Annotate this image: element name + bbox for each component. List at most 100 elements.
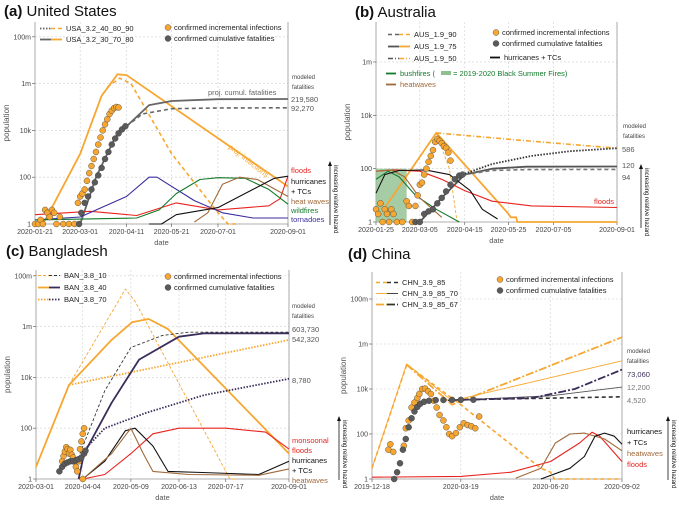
arrow-head-icon	[337, 416, 341, 421]
legend-label: heatwaves	[400, 80, 436, 89]
markers-confirmed-incremental-infections	[31, 103, 122, 228]
y-tick-label: 100m	[13, 34, 31, 41]
x-tick-label: 2020-03-01	[62, 229, 98, 236]
annotation-increasing-relative-hazard: increasing relative hazard	[332, 165, 338, 233]
annotation-fatalities: fatalities	[623, 134, 645, 140]
data-point	[434, 200, 441, 207]
x-tick-label: 2020-06-20	[533, 484, 569, 491]
y-tick-label: 10k	[21, 375, 33, 382]
data-point	[423, 165, 430, 172]
data-point	[97, 134, 104, 141]
legend-label: AUS_1.9_50	[414, 54, 457, 63]
x-tick-label: 2020-09-01	[271, 484, 307, 491]
series-line-floods	[375, 169, 618, 209]
data-point	[399, 446, 407, 453]
data-point	[65, 220, 73, 228]
data-point	[75, 220, 83, 228]
series-line-ban-3-8-70-projected-fatalities	[82, 377, 290, 453]
x-axis-label: date	[490, 493, 505, 500]
data-point	[95, 141, 102, 148]
panel-label: (c)	[6, 243, 24, 260]
annotation-fatalities: fatalities	[292, 85, 314, 91]
x-tick-label: 2020-01-21	[17, 229, 53, 236]
x-tick-label: 2020-04-11	[109, 229, 144, 236]
series-line-heatwaves	[82, 427, 290, 480]
panel-title-text: United States	[27, 3, 117, 20]
annotation-proj-cumul-fatalities: proj. cumul. fatalities	[208, 88, 277, 97]
markers-confirmed-cumulative-fatalities	[412, 171, 466, 226]
data-point	[81, 186, 88, 193]
legend-label: USA_3.2_40_80_90	[66, 24, 134, 33]
legend-label: AUS_1.9_75	[414, 42, 457, 51]
legend-label: confirmed incremental infections	[174, 272, 282, 281]
data-point	[451, 176, 459, 183]
y-tick-label: 1m	[21, 81, 31, 88]
markers-confirmed-incremental-infections	[385, 385, 483, 456]
series-line-heat-waves	[193, 176, 289, 223]
legend-label: AUS_1.9_90	[414, 30, 457, 39]
y-axis-label: population	[339, 357, 348, 394]
series-line-chn-3-9-85-67-projected-fatalities	[460, 368, 623, 401]
legend-label: confirmed cumulative fatalities	[174, 283, 275, 292]
series-line-ban-3-8-10-projected-infections	[68, 288, 237, 480]
y-tick-label: 10k	[361, 113, 373, 120]
series-line-aus-1-9-75-projected-infections	[382, 131, 617, 223]
panel-china: (d) China 1 100 10k 1m 100m 2019-12-18 2020-03-…	[337, 246, 676, 502]
data-point	[425, 158, 432, 166]
series-line-monsoonal-floods	[82, 427, 290, 480]
data-point	[452, 429, 460, 437]
data-point	[459, 171, 466, 178]
x-tick-label: 2020-07-17	[208, 484, 244, 491]
data-point	[74, 468, 81, 475]
data-point	[412, 202, 419, 210]
data-point	[445, 149, 452, 156]
annotation-hurricanes: hurricanes	[291, 177, 326, 186]
data-point	[60, 220, 67, 228]
data-point	[39, 220, 47, 228]
data-point	[438, 194, 445, 202]
data-point	[436, 411, 443, 419]
series-line-hurricanes-tcs	[540, 432, 623, 480]
series-line-hurricanes-tcs	[375, 169, 498, 220]
x-tick-label: 2020-09-01	[599, 227, 635, 234]
annotation-92-270: 92,270	[291, 104, 314, 113]
panel-title: (c) Bangladesh	[6, 243, 108, 260]
legend-label: bushfires (	[400, 69, 436, 78]
data-point	[51, 209, 58, 217]
series-line-usa-3-2-40-80-90-projected-infections	[106, 77, 240, 225]
legend: CHN_3.9_85 CHN_3.9_85_70 CHN_3.9_85_67 conf…	[376, 275, 614, 309]
annotation--tcs: + TCs	[291, 187, 311, 196]
series-line-bushfires	[375, 170, 460, 223]
legend-label: BAN_3.8_10	[64, 271, 107, 280]
data-point	[472, 425, 479, 432]
data-point	[90, 155, 97, 163]
legend-label: confirmed cumulative fatalities	[502, 39, 603, 48]
series-line-ban-3-8-40-projected-infections	[35, 318, 290, 468]
x-tick-label: 2020-03-19	[443, 484, 479, 491]
panel-title-text: Bangladesh	[29, 243, 108, 260]
annotation-586: 586	[622, 145, 635, 154]
series-line-aus-1-9-90-projected-fatalities	[464, 168, 618, 176]
y-tick-label: 100m	[350, 297, 368, 304]
series-line-chn-3-9-85-67-projected-infections	[406, 336, 623, 406]
data-point	[405, 202, 413, 210]
data-point	[390, 210, 397, 218]
y-tick-label: 1m	[358, 342, 368, 349]
x-tick-label: 2020-04-04	[65, 484, 101, 491]
annotation-monsoonal: monsoonal	[292, 436, 329, 445]
legend-marker	[164, 24, 172, 31]
series-line-heatwaves	[515, 432, 623, 479]
data-point	[379, 218, 386, 226]
annotation-floods: floods	[291, 166, 311, 175]
annotation-floods: floods	[292, 446, 312, 455]
data-point	[99, 127, 106, 134]
data-point	[108, 141, 116, 148]
data-point	[427, 152, 434, 160]
legend-marker	[164, 273, 172, 280]
y-axis-label: population	[3, 356, 12, 393]
y-tick-label: 100	[360, 166, 372, 173]
data-point	[91, 179, 99, 186]
data-point	[447, 181, 454, 188]
series-line-usa-3-2-40-80-90-projected-cumulative-fatalities	[126, 107, 289, 127]
annotation--tcs: + TCs	[292, 466, 312, 475]
